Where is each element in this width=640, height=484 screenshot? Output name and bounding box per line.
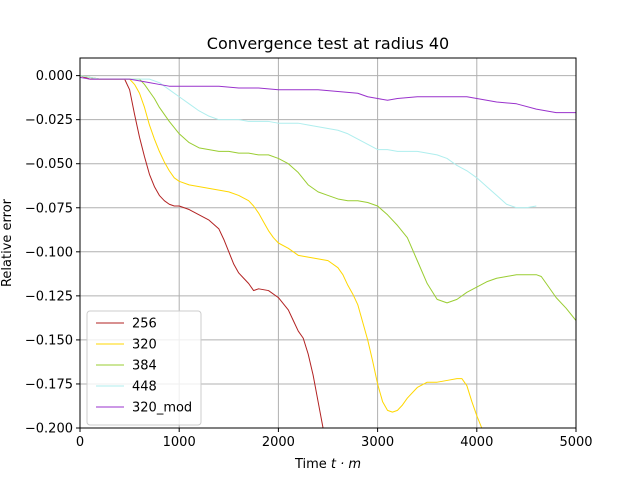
legend-label: 256 <box>132 317 157 332</box>
legend-label: 384 <box>132 359 157 374</box>
x-tick-label: 3000 <box>361 435 394 450</box>
chart-title: Convergence test at radius 40 <box>207 34 449 53</box>
y-ticks: 0.000 −0.025 −0.050 −0.075 −0.100 −0.125 −0.15… <box>25 69 80 437</box>
series-line-320_mod <box>80 76 576 114</box>
legend: 256 320 384 448 320_mod <box>86 310 202 426</box>
y-tick-label: −0.075 <box>25 201 73 216</box>
series-layer <box>80 75 576 428</box>
legend-box <box>86 310 202 426</box>
series-line-320 <box>80 75 483 428</box>
series-line-448 <box>80 75 537 209</box>
x-ticks: 0 1000 2000 3000 4000 5000 <box>76 428 593 450</box>
legend-label: 320_mod <box>132 401 192 416</box>
y-tick-label: −0.200 <box>25 422 73 437</box>
x-tick-label: 5000 <box>559 435 592 450</box>
y-tick-label: −0.050 <box>25 157 73 172</box>
plot-frame <box>79 57 577 429</box>
y-tick-label: −0.125 <box>25 289 73 304</box>
y-tick-label: 0.000 <box>36 69 73 84</box>
y-tick-label: −0.025 <box>25 113 73 128</box>
series-line-384 <box>80 75 576 321</box>
x-tick-label: 1000 <box>163 435 196 450</box>
x-tick-label: 4000 <box>460 435 493 450</box>
x-tick-label: 0 <box>76 435 84 450</box>
series-line-256 <box>80 75 324 428</box>
y-tick-label: −0.100 <box>25 245 73 260</box>
x-tick-label: 2000 <box>262 435 295 450</box>
legend-label: 320 <box>132 338 157 353</box>
legend-label: 448 <box>132 380 157 395</box>
x-axis-label: Time t · m <box>294 457 361 472</box>
y-axis-label: Relative error <box>0 198 15 287</box>
y-tick-label: −0.175 <box>25 377 73 392</box>
y-tick-label: −0.150 <box>25 333 73 348</box>
